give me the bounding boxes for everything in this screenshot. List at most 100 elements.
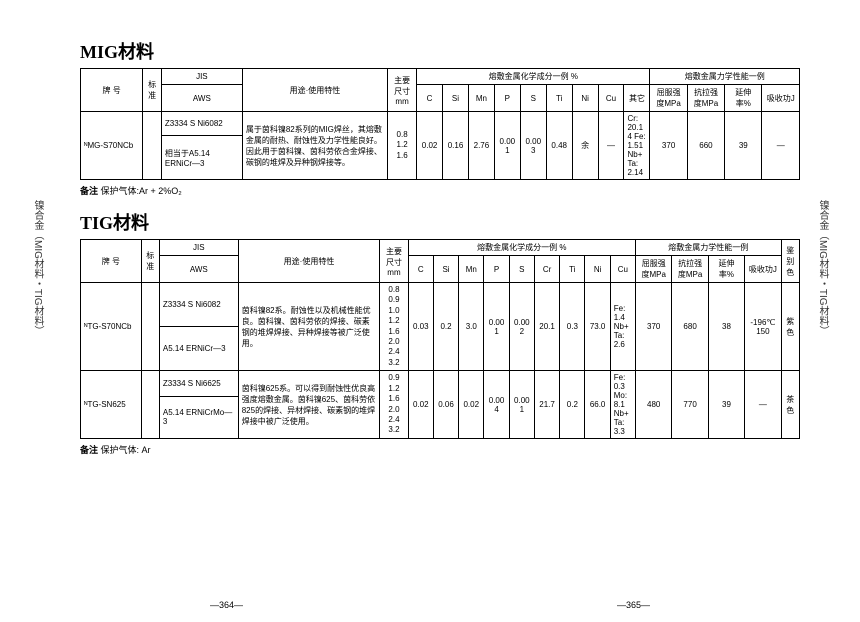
col-s: S — [520, 85, 546, 112]
cell-yield: 370 — [636, 283, 672, 371]
cell-cr: 21.7 — [534, 371, 559, 439]
cell-impact: — — [745, 371, 781, 439]
table-header-row: AWS C Si Mn P S Ti Ni Cu 其它 屈服强度MPa 抗拉强度… — [81, 85, 800, 112]
cell-elong: 39 — [708, 371, 744, 439]
cell-aws: A5.14 ERNiCr—3 — [159, 327, 238, 371]
side-label-left: 镍合金（MIG材料・TIG材料） — [30, 200, 45, 336]
tig-note: 备注 保护气体: Ar — [80, 443, 800, 456]
col-tensile: 抗拉强度MPa — [687, 85, 724, 112]
col-cu: Cu — [610, 256, 635, 283]
col-c: C — [408, 256, 433, 283]
cell-color: 茶色 — [781, 371, 799, 439]
note-text: 保护气体: Ar — [101, 445, 151, 455]
col-size: 主要尺寸mm — [380, 240, 408, 283]
cell-ti: 0.2 — [560, 371, 585, 439]
cell-impact: -196℃ 150 — [745, 283, 781, 371]
col-aws: AWS — [161, 85, 242, 112]
cell-other: Cr: 20.14 Fe: 1.51 Nb+Ta: 2.14 — [624, 112, 650, 180]
col-ni: Ni — [572, 85, 598, 112]
cell-aws: A5.14 ERNiCrMo—3 — [159, 396, 238, 438]
col-other: 其它 — [624, 85, 650, 112]
col-yield: 屈服强度MPa — [650, 85, 687, 112]
cell-yield: 370 — [650, 112, 687, 180]
cell-s: 0.002 — [509, 283, 534, 371]
note-text: 保护气体:Ar + 2%O₂ — [101, 186, 182, 196]
col-chem-group: 熔敷金属化学成分一例 % — [417, 69, 650, 85]
cell-usage: 属于茵科镍82系列的MIG焊丝，其熔敷金属的耐热、耐蚀性及力学性能良好。因此用于… — [242, 112, 387, 180]
mig-note: 备注 保护气体:Ar + 2%O₂ — [80, 184, 800, 197]
cell-std — [141, 283, 159, 371]
cell-jis: Z3334 S Ni6082 — [159, 283, 238, 327]
col-s: S — [509, 256, 534, 283]
note-label: 备注 — [80, 445, 98, 455]
cell-c: 0.02 — [417, 112, 443, 180]
col-yield: 屈服强度MPa — [636, 256, 672, 283]
cell-ni: 余 — [572, 112, 598, 180]
col-std: 标准 — [141, 240, 159, 283]
col-brand: 牌 号 — [81, 240, 142, 283]
cell-size: 0.80.91.01.21.62.02.43.2 — [380, 283, 408, 371]
col-p: P — [484, 256, 509, 283]
cell-p: 0.001 — [484, 283, 509, 371]
table-header-row: 牌 号 标准 JIS 用途·使用特性 主要尺寸mm 熔敷金属化学成分一例 % 熔… — [81, 69, 800, 85]
cell-elong: 38 — [708, 283, 744, 371]
col-mech-group: 熔敷金属力学性能一例 — [636, 240, 782, 256]
col-si: Si — [443, 85, 469, 112]
cell-p: 0.001 — [494, 112, 520, 180]
cell-mn: 3.0 — [459, 283, 484, 371]
col-c: C — [417, 85, 443, 112]
col-jis: JIS — [159, 240, 238, 256]
col-mn: Mn — [468, 85, 494, 112]
table-header-row: AWS C Si Mn P S Cr Ti Ni Cu 屈服强度MPa 抗拉强度… — [81, 256, 800, 283]
col-aws: AWS — [159, 256, 238, 283]
tig-table: 牌 号 标准 JIS 用途·使用特性 主要尺寸mm 熔敷金属化学成分一例 % 熔… — [80, 239, 800, 439]
col-usage: 用途·使用特性 — [238, 240, 380, 283]
cell-jis: Z3334 S Ni6082 — [161, 112, 242, 136]
col-mn: Mn — [459, 256, 484, 283]
cell-tensile: 660 — [687, 112, 724, 180]
cell-other: Fe: 1.4 Nb+Ta: 2.6 — [610, 283, 635, 371]
cell-other: Fe: 0.3 Mo: 8.1 Nb+Ta: 3.3 — [610, 371, 635, 439]
col-color: 鉴别色 — [781, 240, 799, 283]
col-p: P — [494, 85, 520, 112]
cell-usage: 茵科镍625系。可以得到耐蚀性优良高强度熔敷金属。茵科镍625、茵科劳依825的… — [238, 371, 380, 439]
cell-mn: 0.02 — [459, 371, 484, 439]
table-row: ᴺMG-S70NCb Z3334 S Ni6082 属于茵科镍82系列的MIG焊… — [81, 112, 800, 136]
cell-brand: ᴺTG-SN625 — [81, 371, 142, 439]
cell-brand: ᴺTG-S70NCb — [81, 283, 142, 371]
col-ti: Ti — [560, 256, 585, 283]
cell-cu: — — [598, 112, 624, 180]
cell-elong: 39 — [725, 112, 762, 180]
col-ti: Ti — [546, 85, 572, 112]
col-ni: Ni — [585, 256, 610, 283]
col-brand: 牌 号 — [81, 69, 143, 112]
cell-size: 0.81.21.6 — [388, 112, 417, 180]
note-label: 备注 — [80, 186, 98, 196]
cell-s: 0.001 — [509, 371, 534, 439]
col-tensile: 抗拉强度MPa — [672, 256, 708, 283]
col-impact: 吸收功J — [762, 85, 800, 112]
col-chem-group: 熔敷金属化学成分一例 % — [408, 240, 635, 256]
page-number-left: —364— — [210, 600, 243, 610]
cell-ni: 73.0 — [585, 283, 610, 371]
cell-std — [143, 112, 162, 180]
cell-ti: 0.3 — [560, 283, 585, 371]
col-elong: 延伸率% — [725, 85, 762, 112]
cell-aws: 相当于A5.14 ERNiCr—3 — [161, 136, 242, 180]
cell-cr: 20.1 — [534, 283, 559, 371]
table-row: ᴺTG-SN625 Z3334 S Ni6625 茵科镍625系。可以得到耐蚀性… — [81, 371, 800, 397]
cell-si: 0.16 — [443, 112, 469, 180]
cell-s: 0.003 — [520, 112, 546, 180]
col-std: 标准 — [143, 69, 162, 112]
col-usage: 用途·使用特性 — [242, 69, 387, 112]
mig-title: MIG材料 — [80, 38, 800, 64]
side-label-right: 镍合金（MIG材料・TIG材料） — [815, 200, 830, 336]
col-impact: 吸收功J — [745, 256, 781, 283]
col-cr: Cr — [534, 256, 559, 283]
cell-color: 紫色 — [781, 283, 799, 371]
col-size: 主要尺寸mm — [388, 69, 417, 112]
page: 镍合金（MIG材料・TIG材料） 镍合金（MIG材料・TIG材料） MIG材料 … — [0, 0, 860, 622]
tig-title: TIG材料 — [80, 209, 800, 235]
cell-mn: 2.76 — [468, 112, 494, 180]
cell-brand: ᴺMG-S70NCb — [81, 112, 143, 180]
